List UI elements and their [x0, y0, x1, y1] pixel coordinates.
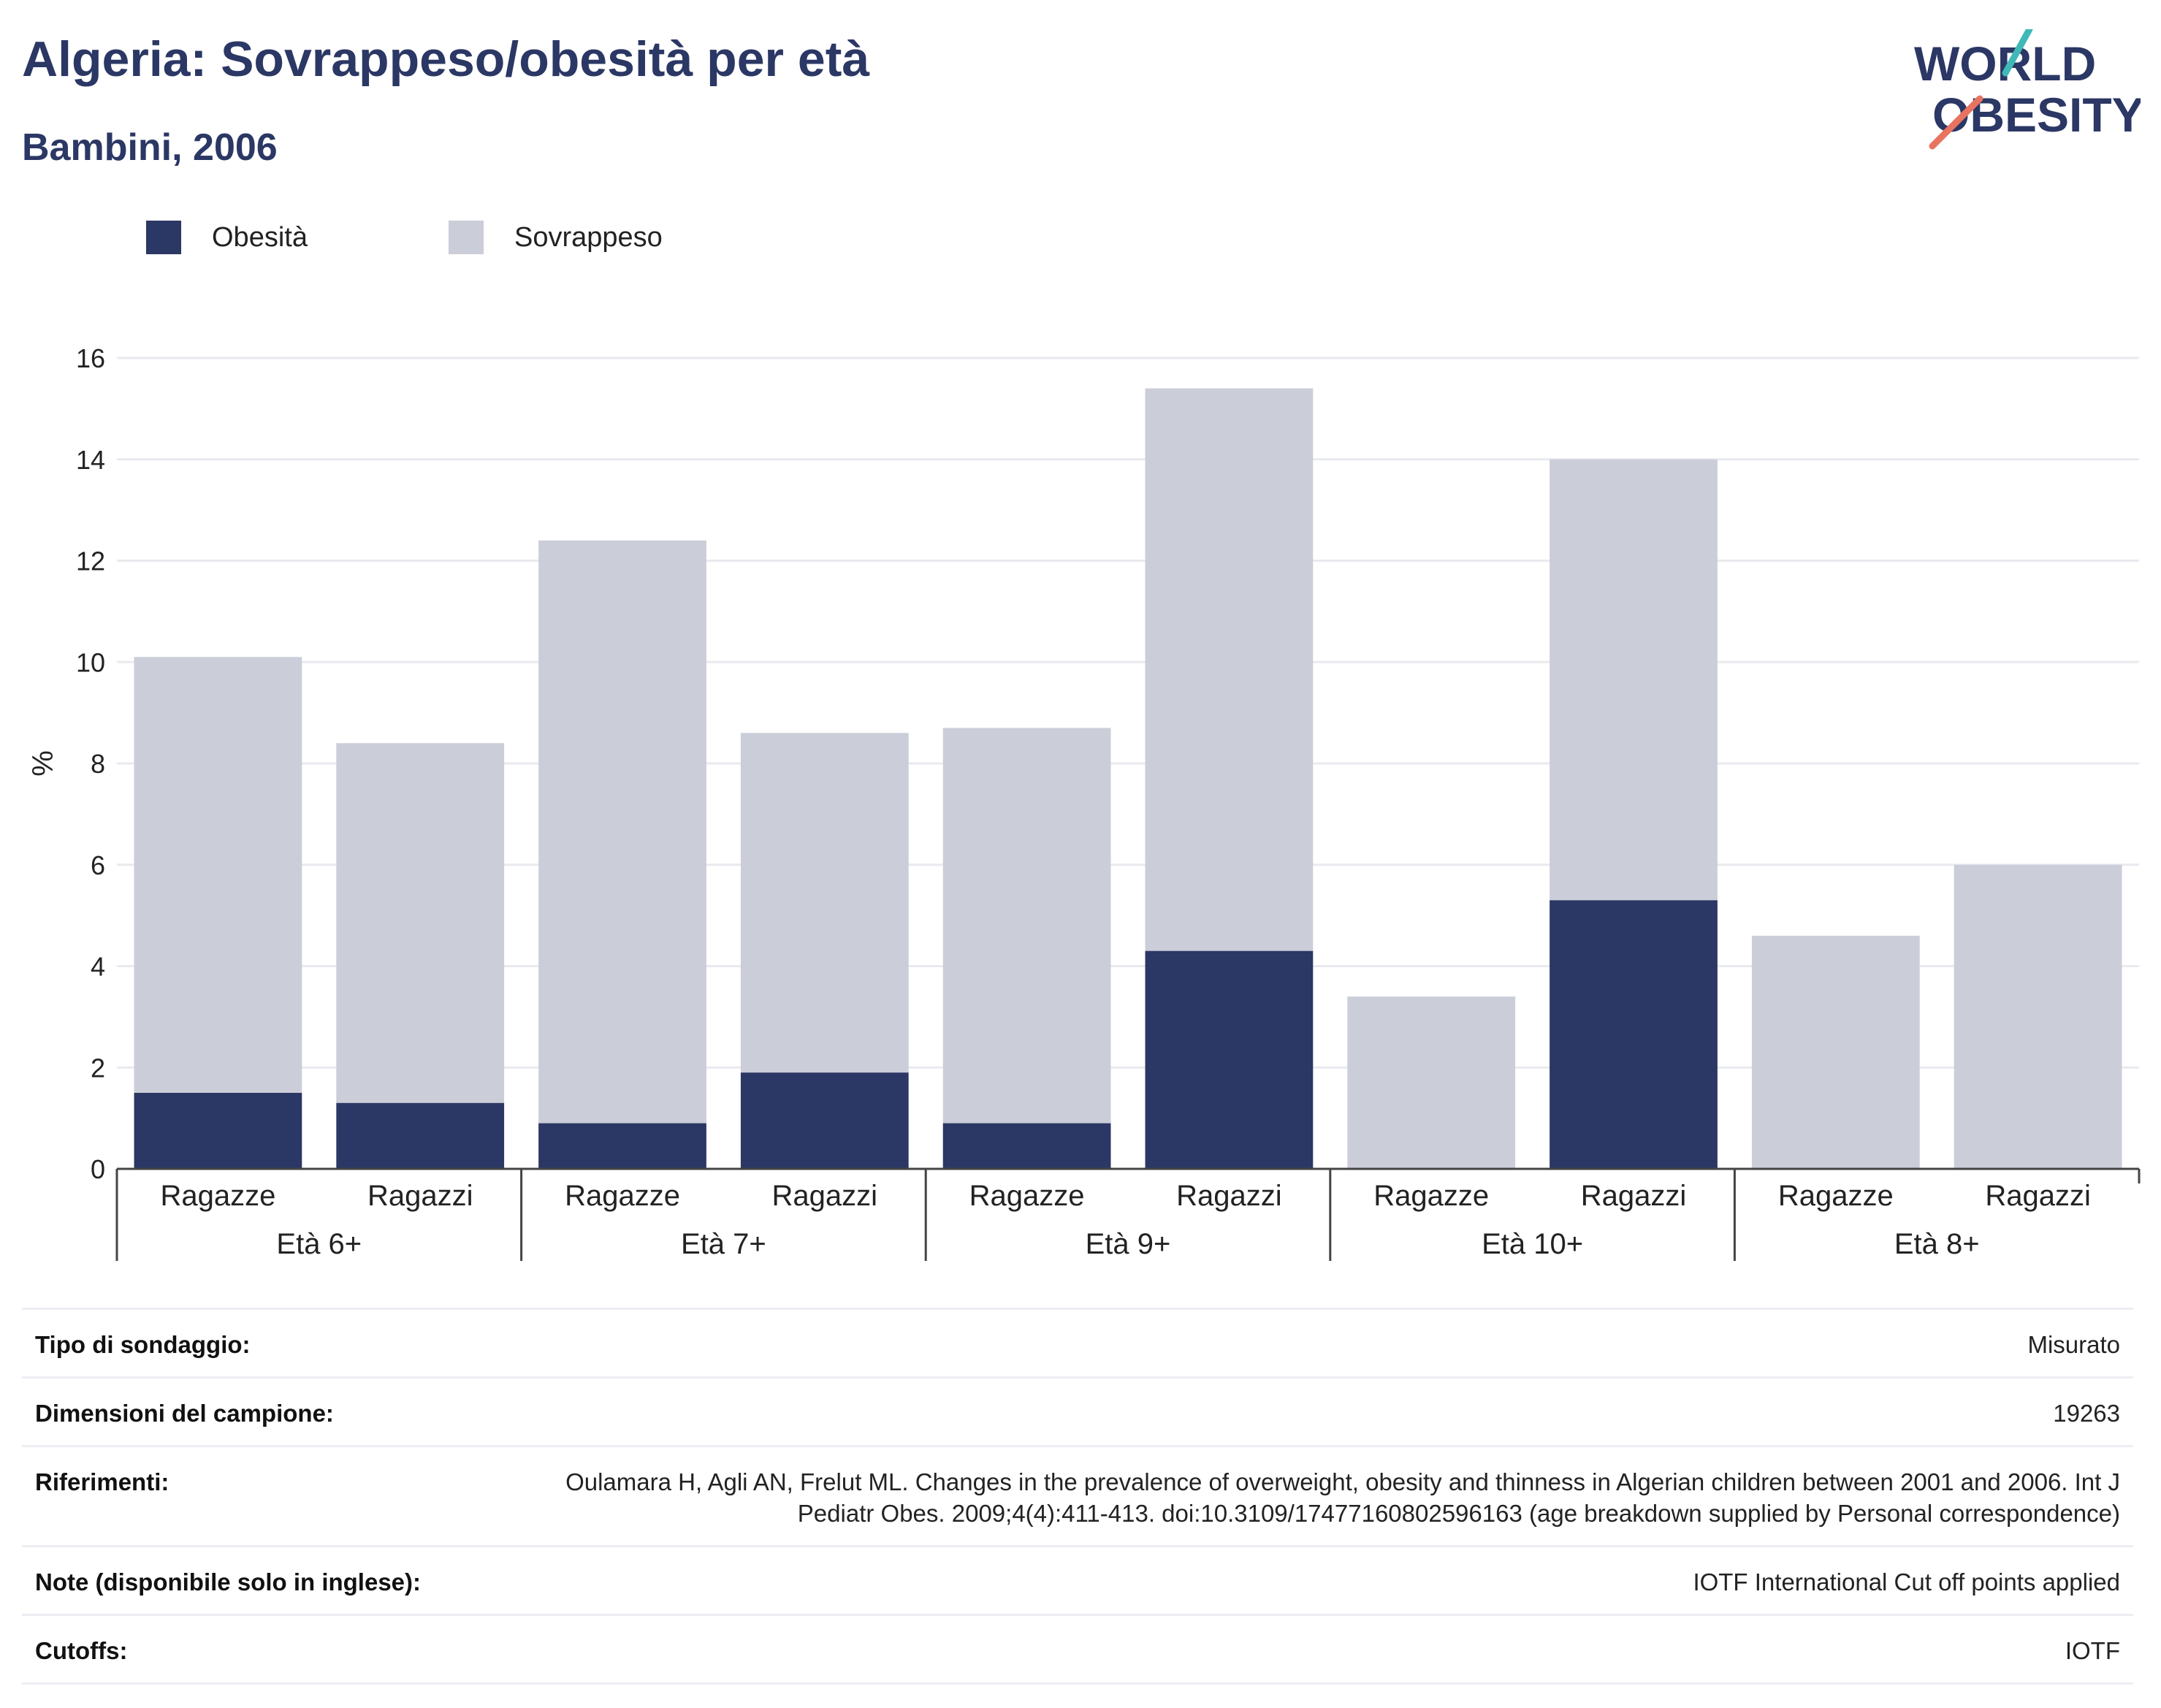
bar-overweight-2[interactable] [336, 743, 505, 1103]
page-title: Algeria: Sovrappeso/obesità per età [22, 31, 870, 87]
legend-label-overweight: Sovrappeso [514, 222, 663, 253]
info-value: 19263 [2053, 1400, 2120, 1427]
bar-overweight-7[interactable] [1347, 996, 1516, 1169]
world-obesity-logo: WORLD OBESITY [1914, 29, 2141, 150]
y-tick-label: 16 [76, 343, 105, 373]
bar-overweight-8[interactable] [1550, 459, 1718, 901]
bar-obesity-6[interactable] [1145, 950, 1314, 1169]
y-tick-label: 14 [76, 445, 105, 475]
info-label: Note (disponibile solo in inglese): [35, 1568, 422, 1595]
bars [134, 388, 2122, 1169]
x-tick-label: Ragazze [969, 1180, 1085, 1212]
legend-swatch-obesity [146, 221, 181, 254]
bar-obesity-5[interactable] [942, 1123, 1111, 1169]
y-tick-label: 2 [91, 1053, 105, 1083]
y-tick-label: 10 [76, 647, 105, 677]
x-tick-label: Ragazze [160, 1180, 275, 1212]
logo-line1: WORLD [1914, 37, 2096, 91]
bar-overweight-1[interactable] [134, 657, 302, 1093]
bar-overweight-4[interactable] [740, 733, 909, 1073]
x-tick-label: Ragazze [565, 1180, 680, 1212]
bar-overweight-5[interactable] [942, 728, 1111, 1124]
info-label: Riferimenti: [35, 1468, 169, 1495]
x-group-label: Età 10+ [1482, 1228, 1583, 1260]
info-label: Tipo di sondaggio: [35, 1331, 251, 1358]
y-tick-label: 0 [91, 1154, 105, 1184]
bar-overweight-9[interactable] [1751, 935, 1920, 1169]
info-value: Misurato [2027, 1331, 2120, 1358]
info-row-survey-type: Tipo di sondaggio: Misurato [22, 1308, 2133, 1376]
bar-obesity-2[interactable] [336, 1102, 505, 1169]
y-tick-label: 4 [91, 952, 105, 982]
bar-obesity-1[interactable] [134, 1092, 302, 1169]
bar-overweight-3[interactable] [538, 540, 706, 1124]
info-row-notes: Note (disponibile solo in inglese): IOTF… [22, 1545, 2133, 1614]
y-tick-label: 6 [91, 850, 105, 880]
x-tick-label: Ragazzi [367, 1180, 473, 1212]
logo-slash-teal [2002, 29, 2033, 77]
info-row-sample-size: Dimensioni del campione: 19263 [22, 1376, 2133, 1445]
info-value: IOTF [2065, 1637, 2120, 1664]
x-tick-label: Ragazzi [772, 1180, 878, 1212]
info-value: Oulamara H, Agli AN, Frelut ML. Changes … [565, 1468, 2120, 1527]
info-value: IOTF International Cut off points applie… [1693, 1568, 2120, 1595]
x-tick-label: Ragazzi [1985, 1180, 2091, 1212]
metadata-table: Tipo di sondaggio: Misurato Dimensioni d… [22, 1308, 2133, 1685]
y-axis-label: % [27, 750, 59, 777]
x-tick-label: Ragazze [1373, 1180, 1489, 1212]
info-row-cutoffs: Cutoffs: IOTF [22, 1614, 2133, 1685]
bar-overweight-10[interactable] [1954, 864, 2122, 1169]
x-group-label: Età 8+ [1894, 1228, 1980, 1260]
bar-overweight-6[interactable] [1145, 388, 1314, 951]
x-group-label: Età 6+ [276, 1228, 362, 1260]
bar-obesity-8[interactable] [1550, 900, 1718, 1169]
info-label: Cutoffs: [35, 1637, 128, 1664]
x-tick-label: Ragazzi [1581, 1180, 1687, 1212]
y-tick-label: 12 [76, 546, 105, 576]
info-row-references: Riferimenti: Oulamara H, Agli AN, Frelut… [22, 1445, 2133, 1545]
bar-obesity-4[interactable] [740, 1072, 909, 1169]
x-tick-label: Ragazzi [1176, 1180, 1282, 1212]
y-tick-label: 8 [91, 749, 105, 779]
x-tick-label: Ragazze [1778, 1180, 1894, 1212]
legend-label-obesity: Obesità [212, 222, 308, 253]
legend-swatch-overweight [449, 221, 484, 254]
x-group-label: Età 9+ [1086, 1228, 1171, 1260]
page-subtitle: Bambini, 2006 [22, 126, 278, 169]
x-group-label: Età 7+ [681, 1228, 766, 1260]
bar-obesity-3[interactable] [538, 1123, 706, 1169]
info-label: Dimensioni del campione: [35, 1400, 334, 1427]
logo-slash-red [1929, 95, 1983, 150]
